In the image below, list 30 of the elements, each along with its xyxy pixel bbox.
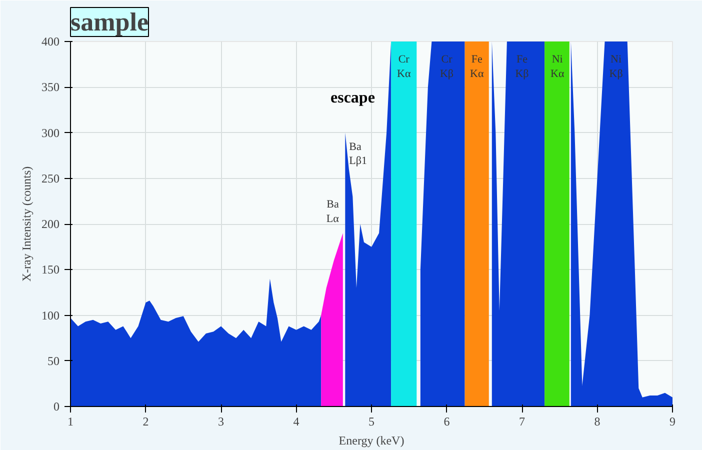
chart-title: sample bbox=[70, 8, 148, 36]
annotation: escape bbox=[330, 90, 375, 106]
x-tick-label: 8 bbox=[594, 414, 600, 428]
x-axis-title: Energy (keV) bbox=[338, 434, 404, 448]
x-tick-label: 5 bbox=[368, 414, 374, 428]
x-tick-label: 2 bbox=[142, 414, 149, 428]
y-tick-label: 0 bbox=[54, 400, 60, 414]
annotation: Ni Kα bbox=[550, 54, 564, 80]
y-tick-label: 150 bbox=[42, 262, 60, 277]
x-tick-label: 7 bbox=[519, 414, 525, 428]
annotation: Cr Kα bbox=[397, 54, 411, 80]
x-tick-label: 3 bbox=[218, 414, 224, 428]
y-tick-label: 350 bbox=[42, 80, 60, 94]
x-tick-label: 4 bbox=[293, 414, 300, 428]
y-tick-label: 100 bbox=[42, 308, 60, 322]
annotation: Ni Kβ bbox=[609, 54, 624, 80]
y-tick-label: 300 bbox=[42, 126, 60, 140]
annotation: Fe Kα bbox=[470, 54, 484, 80]
annotation: Cr Kβ bbox=[440, 54, 454, 80]
y-axis-title: X-ray Intensity (counts) bbox=[20, 166, 34, 282]
x-tick-label: 1 bbox=[68, 414, 74, 428]
x-tick-label: 9 bbox=[670, 414, 676, 428]
y-tick-label: 200 bbox=[42, 217, 60, 231]
y-tick-label: 250 bbox=[42, 171, 60, 186]
annotation: Ba Lβ1 bbox=[349, 140, 367, 168]
annotation: Ba Lα bbox=[326, 198, 340, 226]
x-tick-label: 6 bbox=[444, 414, 450, 428]
annotation: Fe Kβ bbox=[515, 54, 530, 80]
y-tick-label: 50 bbox=[48, 354, 60, 368]
y-tick-label: 400 bbox=[42, 34, 60, 48]
